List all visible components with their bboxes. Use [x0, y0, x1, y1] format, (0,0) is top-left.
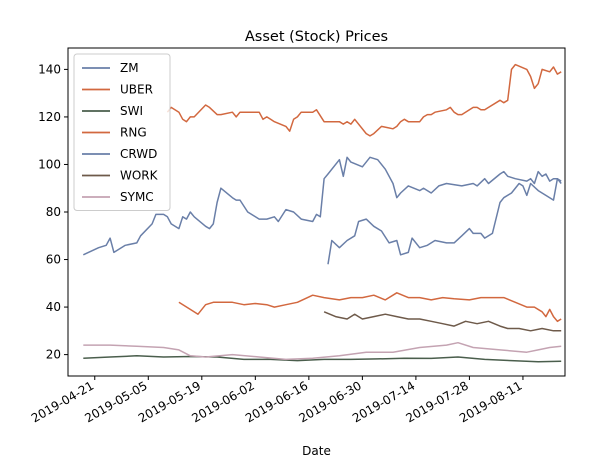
y-tick-label: 120: [38, 110, 61, 124]
y-tick-label: 100: [38, 157, 61, 171]
legend-label-symc: SYMC: [120, 190, 154, 204]
legend: ZM UBER SWI RNG CRWD WORK SYMC: [73, 53, 171, 211]
y-tick-label: 40: [46, 300, 61, 314]
series-line-crwd: [327, 177, 562, 265]
y-tick-label: 20: [46, 348, 61, 362]
x-axis-title: Date: [302, 444, 331, 458]
legend-box: [73, 53, 171, 211]
legend-label-crwd: CRWD: [120, 147, 157, 161]
series-line-symc: [83, 341, 562, 361]
series-line-zm: [82, 156, 562, 256]
chart-title: Asset (Stock) Prices: [245, 29, 388, 45]
y-tick-label: 80: [46, 205, 61, 219]
legend-label-swi: SWI: [120, 104, 143, 118]
series-line-rng: [178, 292, 562, 323]
y-tick-label: 140: [38, 62, 61, 76]
y-axis: 20 40 60 80 100 120 140: [38, 62, 68, 362]
legend-label-zm: ZM: [120, 61, 139, 75]
legend-label-work: WORK: [120, 169, 159, 183]
series-line-uber: [166, 63, 562, 137]
series-line-swi: [83, 355, 562, 363]
series-layer: [82, 63, 562, 363]
y-tick-label: 60: [46, 253, 61, 267]
x-axis: 2019-04-212019-05-052019-05-192019-06-02…: [29, 376, 524, 425]
legend-label-rng: RNG: [120, 126, 147, 140]
series-line-work: [323, 311, 562, 332]
legend-label-uber: UBER: [120, 83, 153, 97]
